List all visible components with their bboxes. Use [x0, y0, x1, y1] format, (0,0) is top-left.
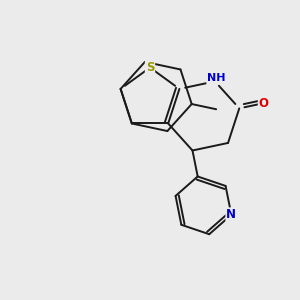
Text: N: N — [226, 208, 236, 221]
Text: O: O — [259, 97, 269, 110]
Text: S: S — [146, 61, 154, 74]
Text: NH: NH — [207, 74, 226, 83]
